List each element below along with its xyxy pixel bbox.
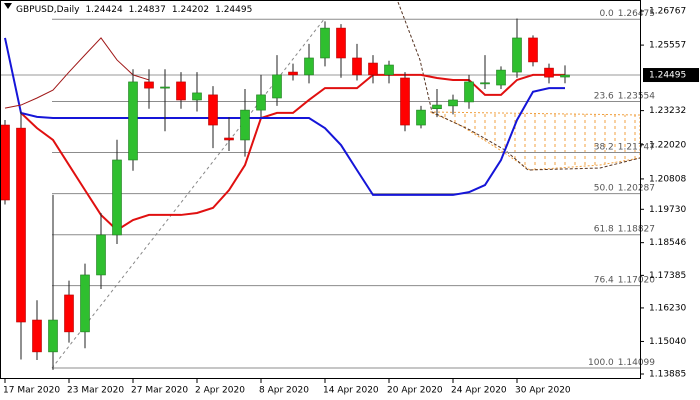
candle-body — [464, 81, 474, 103]
candle-body — [112, 159, 122, 236]
candle-body — [448, 99, 458, 107]
fib-level: 76.4 — [594, 275, 614, 285]
x-tick-label: 24 Apr 2020 — [451, 386, 507, 396]
fib-level: 61.8 — [594, 224, 614, 234]
fib-label: 76.4 1.17020 — [594, 275, 656, 285]
header-open: 1.24424 — [85, 5, 122, 15]
candle-body — [480, 82, 490, 85]
candle-body — [96, 234, 106, 276]
y-tick-label: 1.22020 — [649, 140, 686, 150]
candle-body — [416, 109, 426, 126]
fib-label: 23.6 1.23554 — [594, 91, 656, 101]
candle-body — [160, 86, 170, 89]
candle-body — [0, 124, 10, 201]
candle-body — [528, 37, 538, 63]
candle-body — [224, 137, 234, 141]
fib-price: 1.21747 — [618, 142, 655, 152]
candle-body — [128, 81, 138, 161]
x-tick-label: 30 Apr 2020 — [515, 386, 571, 396]
fib-label: 61.8 1.18827 — [594, 224, 655, 234]
x-tick-label: 23 Mar 2020 — [67, 386, 124, 396]
candle-body — [336, 27, 346, 59]
candle-body — [144, 81, 154, 89]
header-low: 1.24202 — [172, 5, 209, 15]
fib-price: 1.23554 — [618, 91, 655, 101]
candle-body — [320, 27, 330, 59]
plot-frame — [0, 0, 641, 379]
y-tick-label: 1.20808 — [649, 174, 686, 184]
fib-price: 1.20287 — [618, 183, 655, 193]
current-price-label: 1.24495 — [649, 71, 686, 81]
candle-body — [288, 71, 298, 76]
candle-body — [544, 67, 554, 78]
candle-body — [256, 94, 266, 111]
y-tick-label: 1.18546 — [649, 238, 686, 248]
y-tick-label: 1.13885 — [649, 370, 686, 380]
fib-level: 50.0 — [594, 183, 614, 193]
x-tick-label: 20 Apr 2020 — [387, 386, 443, 396]
fib-label: 100.0 1.14099 — [588, 357, 655, 367]
y-tick-label: 1.15040 — [649, 337, 686, 347]
fib-price: 1.14099 — [618, 357, 655, 367]
fib-level: 23.6 — [594, 91, 614, 101]
candle-body — [400, 77, 410, 126]
fib-trend-line — [51, 17, 326, 369]
candle-body — [48, 319, 58, 353]
y-tick-label: 1.25557 — [649, 41, 686, 51]
fib-label: 38.2 1.21747 — [594, 142, 655, 152]
fib-price: 1.26475 — [618, 9, 655, 19]
fib-label: 50.0 1.20287 — [594, 183, 655, 193]
current-price-box — [643, 68, 699, 83]
fib-price: 1.17020 — [618, 275, 655, 285]
candle-body — [272, 74, 282, 99]
candle-body — [304, 57, 314, 76]
candle-body — [496, 69, 506, 86]
header-close: 1.24495 — [215, 5, 252, 15]
fib-level: 0.0 — [599, 9, 614, 19]
fib-level: 100.0 — [588, 357, 614, 367]
candle-body — [176, 81, 186, 101]
candle-body — [368, 62, 378, 76]
candle-body — [192, 92, 202, 101]
x-tick-label: 2 Apr 2020 — [195, 386, 245, 396]
x-tick-label: 8 Apr 2020 — [259, 386, 309, 396]
candle-body — [352, 57, 362, 76]
header-high: 1.24837 — [129, 5, 166, 15]
x-tick-label: 17 Mar 2020 — [3, 386, 60, 396]
chart-header: GBPUSD,Daily 1.24424 1.24837 1.24202 1.24495 — [16, 5, 252, 15]
indicator-line — [4, 37, 150, 109]
y-tick-label: 1.17385 — [649, 271, 686, 281]
span-line — [397, 1, 641, 171]
candle-body — [432, 104, 442, 109]
x-tick-label: 14 Apr 2020 — [323, 386, 379, 396]
candle-body — [16, 127, 26, 323]
y-tick-label: 1.19730 — [649, 205, 686, 215]
indicator-line — [20, 73, 565, 232]
plot-layer: 0.0 1.26475 23.6 1.23554 38.2 1.21747 50.0 1.20… — [0, 7, 699, 396]
candle-body — [384, 64, 394, 76]
fib-price: 1.18827 — [618, 224, 655, 234]
candle-body — [560, 74, 570, 78]
candle-body — [208, 94, 218, 126]
symbol-icon — [4, 3, 12, 9]
fib-label: 0.0 1.26475 — [599, 9, 655, 19]
y-tick-label: 1.23232 — [649, 106, 686, 116]
fib-level: 38.2 — [594, 142, 614, 152]
chart-title: GBPUSD,Daily — [16, 5, 80, 15]
x-tick-label: 27 Mar 2020 — [131, 386, 188, 396]
y-tick-label: 1.16230 — [649, 303, 686, 313]
candle-body — [240, 109, 250, 141]
candle-body — [64, 294, 74, 333]
indicator-line — [4, 37, 565, 196]
y-tick-label: 1.26767 — [649, 7, 686, 17]
candle-body — [512, 37, 522, 73]
candle-body — [32, 319, 42, 353]
candle-body — [80, 274, 90, 333]
